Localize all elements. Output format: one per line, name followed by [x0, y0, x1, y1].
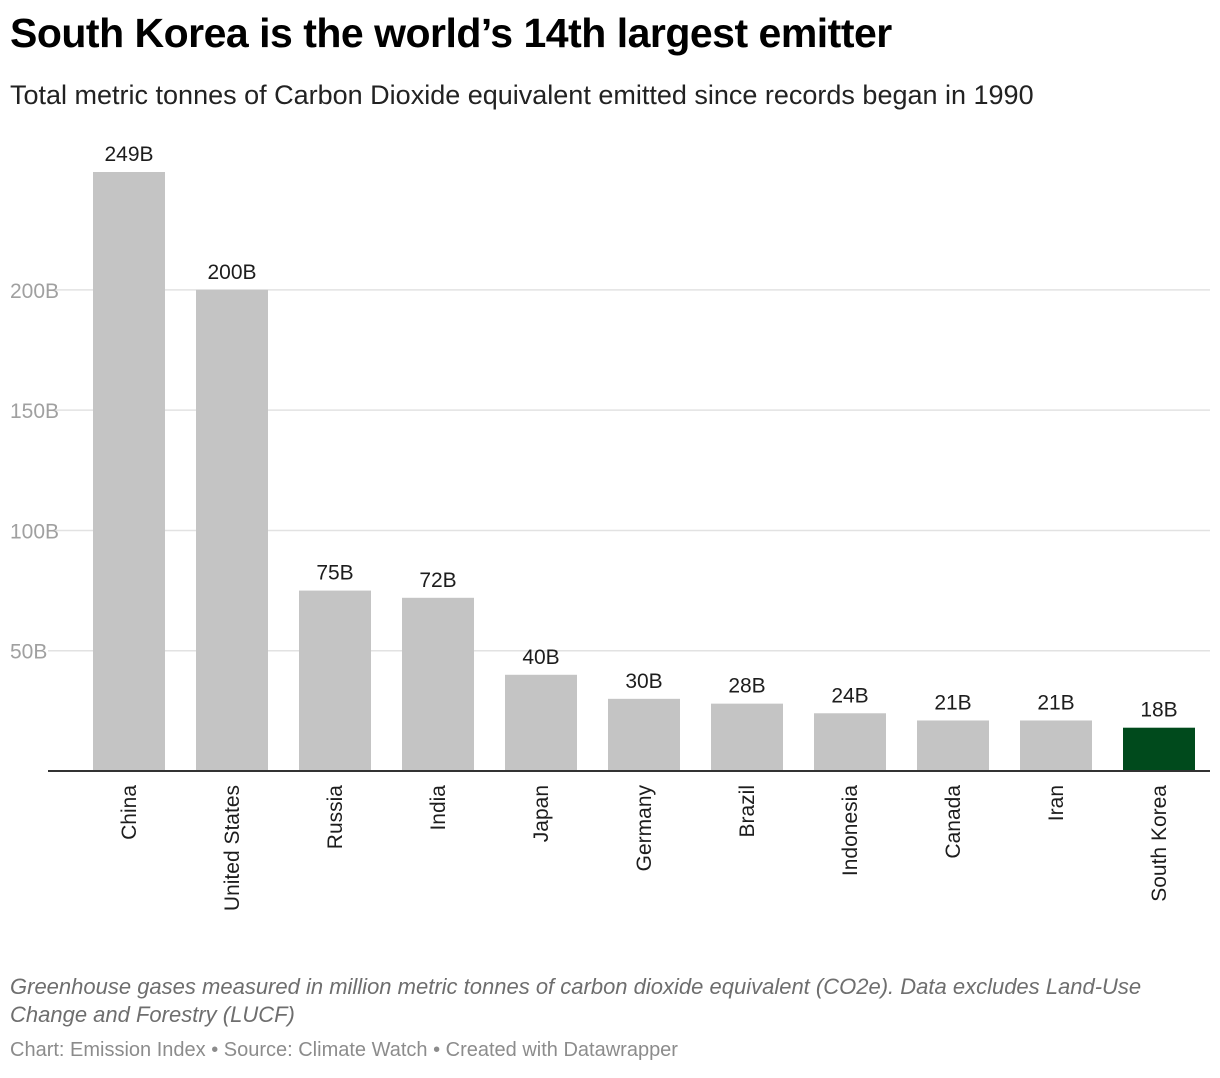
bar: [505, 674, 577, 771]
chart-footer: Chart: Emission Index • Source: Climate …: [10, 1039, 678, 1061]
x-category-label: Canada: [942, 785, 965, 859]
x-category-label: India: [427, 785, 450, 831]
bar-value-label: 249B: [104, 143, 153, 166]
chart-subtitle: Total metric tonnes of Carbon Dioxide eq…: [10, 80, 1034, 110]
x-category-label: Brazil: [736, 785, 759, 838]
x-category-label: Japan: [530, 785, 553, 842]
bar-value-label: 72B: [419, 569, 456, 592]
x-category-label: Iran: [1045, 785, 1068, 821]
x-category-label: Germany: [633, 785, 656, 872]
bar: [1020, 720, 1092, 771]
bar-chart: 50B 100B 150B 200B 249B China 200B United State…: [10, 143, 1210, 911]
bar: [402, 597, 474, 771]
bar: [1123, 727, 1195, 771]
bar-value-label: 21B: [934, 691, 971, 714]
x-category-label: Russia: [324, 785, 347, 850]
bar-value-label: 40B: [522, 646, 559, 669]
y-tick-label: 200B: [10, 280, 59, 303]
x-category-label: South Korea: [1148, 785, 1171, 902]
bar-value-label: 18B: [1140, 699, 1177, 722]
y-tick-label: 50B: [10, 641, 47, 664]
bar: [814, 713, 886, 771]
bar: [299, 590, 371, 771]
chart-notes: Greenhouse gases measured in million met…: [10, 974, 1142, 1027]
x-category-label: Indonesia: [839, 785, 862, 876]
y-tick-label: 100B: [10, 520, 59, 543]
bar: [711, 703, 783, 771]
bar: [917, 720, 989, 771]
bar-value-label: 200B: [207, 261, 256, 284]
bar-value-label: 28B: [728, 675, 765, 698]
chart-title: South Korea is the world’s 14th largest …: [10, 10, 892, 56]
bar: [93, 172, 165, 771]
bar-value-label: 24B: [831, 684, 868, 707]
x-category-label: China: [118, 785, 141, 840]
y-tick-label: 150B: [10, 400, 59, 423]
bar: [608, 698, 680, 771]
x-category-label: United States: [221, 785, 244, 911]
bar-value-label: 30B: [625, 670, 662, 693]
bar: [196, 289, 268, 771]
bar-value-label: 21B: [1037, 691, 1074, 714]
bar-value-label: 75B: [316, 562, 353, 585]
